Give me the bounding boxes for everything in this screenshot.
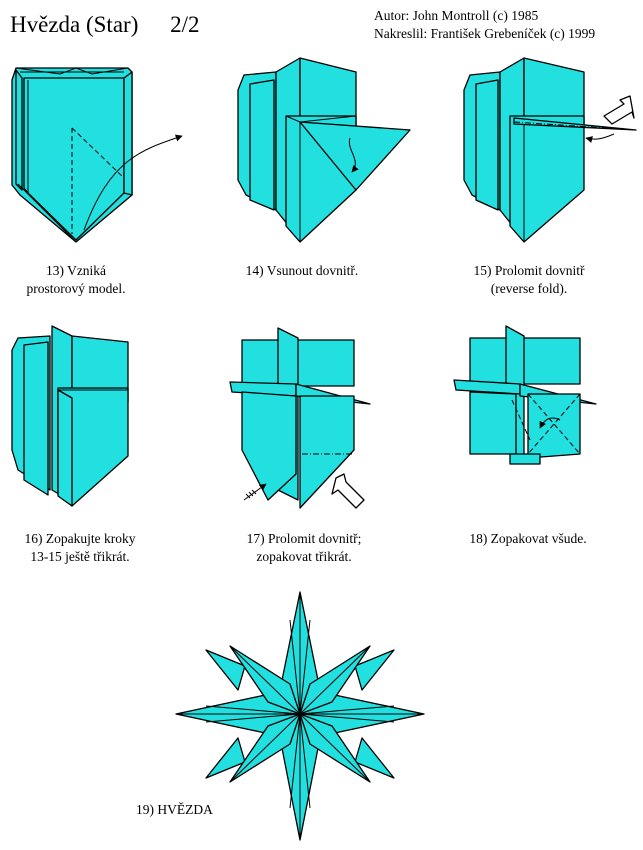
step-15-caption: 15) Prolomit dovnitř (reverse fold). <box>466 262 592 298</box>
page-number: 2/2 <box>170 12 200 37</box>
step-13-caption: 13) Vzniká prostorový model. <box>16 262 136 298</box>
caption-line: 18) Zopakovat všude. <box>469 531 587 546</box>
step-18-figure <box>453 325 597 465</box>
caption-line: 15) Prolomit dovnitř <box>473 263 585 278</box>
caption-line: 16) Zopakujte kroky <box>24 531 136 546</box>
title-text: Hvězda (Star) <box>10 12 139 37</box>
credits: Autor: John Montroll (c) 1985 Nakreslil:… <box>374 7 595 43</box>
step-16-figure <box>11 325 129 507</box>
author-credit: Autor: John Montroll (c) 1985 <box>374 8 539 23</box>
caption-line: zopakovat třikrát. <box>256 549 352 564</box>
step-17-caption: 17) Prolomit dovnitř; zopakovat třikrát. <box>234 530 374 566</box>
step-19-star <box>175 591 425 841</box>
caption-line: 13) Vzniká <box>45 263 107 278</box>
step-19-caption: 19) HVĚZDA <box>136 801 213 819</box>
step-13-figure <box>11 67 183 243</box>
step-16-caption: 16) Zopakujte kroky 13-15 ještě třikrát. <box>10 530 150 566</box>
step-14-figure <box>237 57 411 243</box>
step-15-figure <box>463 57 637 243</box>
caption-line: 19) HVĚZDA <box>136 802 213 817</box>
step-17-figure <box>229 327 371 509</box>
caption-line: 14) Vsunout dovnitř. <box>245 263 359 278</box>
step-18-caption: 18) Zopakovat všude. <box>458 530 598 548</box>
caption-line: (reverse fold). <box>490 281 568 296</box>
caption-line: prostorový model. <box>26 281 126 296</box>
illustrator-credit: Nakreslil: František Grebeníček (c) 1999 <box>374 26 596 41</box>
caption-line: 13-15 ještě třikrát. <box>30 549 130 564</box>
step-14-caption: 14) Vsunout dovnitř. <box>232 262 372 280</box>
page-title: Hvězda (Star) 2/2 <box>10 12 200 38</box>
caption-line: 17) Prolomit dovnitř; <box>246 531 362 546</box>
